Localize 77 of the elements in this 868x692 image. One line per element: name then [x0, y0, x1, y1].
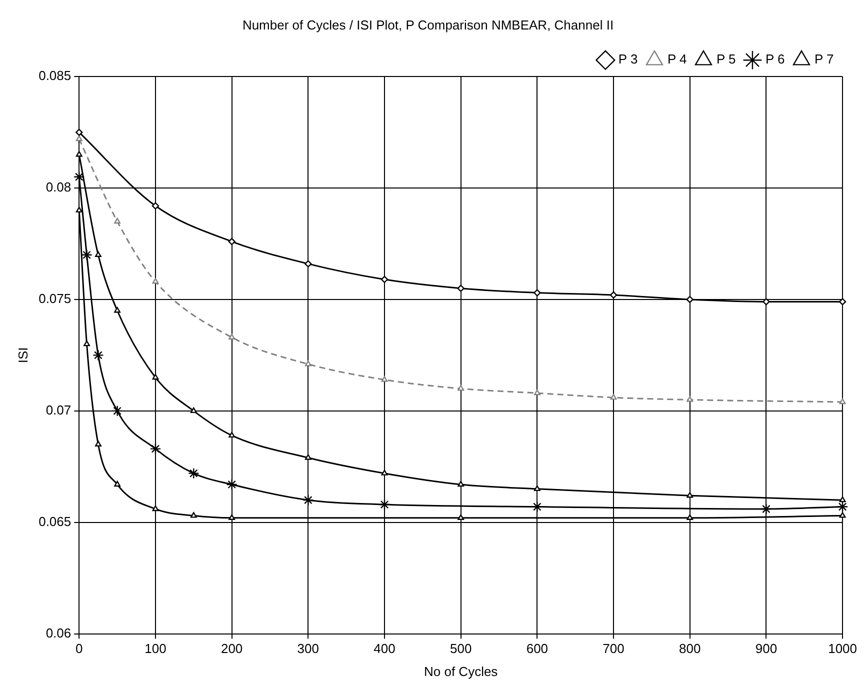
point: [74, 171, 85, 182]
y-axis-title: ISI: [15, 347, 30, 364]
point: [380, 276, 388, 284]
point: [458, 480, 464, 487]
point: [534, 485, 540, 492]
legend-label: P 5: [716, 52, 736, 67]
point: [81, 249, 92, 261]
x-tick-label: 200: [220, 641, 243, 656]
point: [839, 496, 846, 502]
point: [381, 376, 388, 382]
point: [534, 389, 540, 396]
point: [839, 398, 846, 404]
point: [686, 296, 694, 304]
point: [228, 238, 236, 246]
point: [762, 298, 770, 306]
point: [84, 340, 90, 346]
point: [534, 289, 541, 296]
point: [228, 334, 236, 340]
x-tick-label: 1000: [828, 641, 857, 656]
point: [114, 480, 120, 487]
point: [150, 443, 162, 454]
x-tick-label: 800: [679, 641, 701, 656]
point: [532, 501, 543, 512]
x-tick-label: 400: [374, 641, 396, 656]
y-tick-label: 0.06: [46, 625, 72, 640]
point: [114, 218, 120, 224]
x-tick-label: 600: [526, 641, 548, 656]
x-tick-label: 900: [755, 641, 778, 656]
point: [76, 128, 83, 136]
x-tick-label: 700: [602, 641, 624, 656]
point: [302, 494, 314, 506]
y-tick-label: 0.07: [46, 402, 72, 418]
point: [228, 432, 236, 438]
point: [152, 374, 159, 380]
point: [610, 394, 617, 400]
point: [457, 284, 464, 292]
point: [188, 468, 200, 479]
point: [304, 260, 312, 268]
legend-label: P 6: [765, 52, 785, 67]
point: [226, 478, 238, 490]
point: [152, 202, 160, 210]
y-tick-label: 0.08: [46, 180, 72, 195]
point: [381, 470, 388, 476]
x-tick-label: 100: [144, 641, 166, 656]
point: [152, 505, 159, 512]
point: [190, 407, 197, 414]
x-axis-title: No of Cycles: [424, 664, 498, 679]
point: [838, 298, 846, 306]
point: [686, 396, 694, 402]
point: [304, 454, 312, 460]
x-tick-label: 500: [450, 641, 472, 656]
chart-title: Number of Cycles / ISI Plot, P Comparison NMBEAR, Channel II: [242, 17, 614, 32]
point: [190, 512, 197, 518]
point: [152, 278, 159, 284]
y-tick-label: 0.065: [38, 514, 72, 529]
point: [836, 501, 848, 512]
point: [458, 385, 464, 391]
legend-label: P 7: [814, 52, 834, 67]
x-tick-label: 0: [76, 641, 83, 656]
point: [378, 498, 390, 510]
point: [228, 514, 236, 520]
point: [458, 514, 464, 520]
legend-label: P 4: [667, 52, 687, 67]
point: [686, 514, 694, 520]
point: [839, 512, 846, 518]
y-tick-label: 0.085: [38, 68, 72, 84]
x-tick-label: 300: [297, 641, 320, 656]
point: [686, 492, 694, 498]
legend-label: P 3: [618, 52, 638, 67]
point: [112, 405, 123, 417]
point: [304, 360, 312, 366]
point: [95, 251, 102, 258]
point: [610, 291, 618, 299]
y-tick-label: 0.075: [38, 291, 72, 306]
point: [92, 350, 104, 361]
point: [95, 440, 102, 446]
point: [760, 503, 772, 515]
